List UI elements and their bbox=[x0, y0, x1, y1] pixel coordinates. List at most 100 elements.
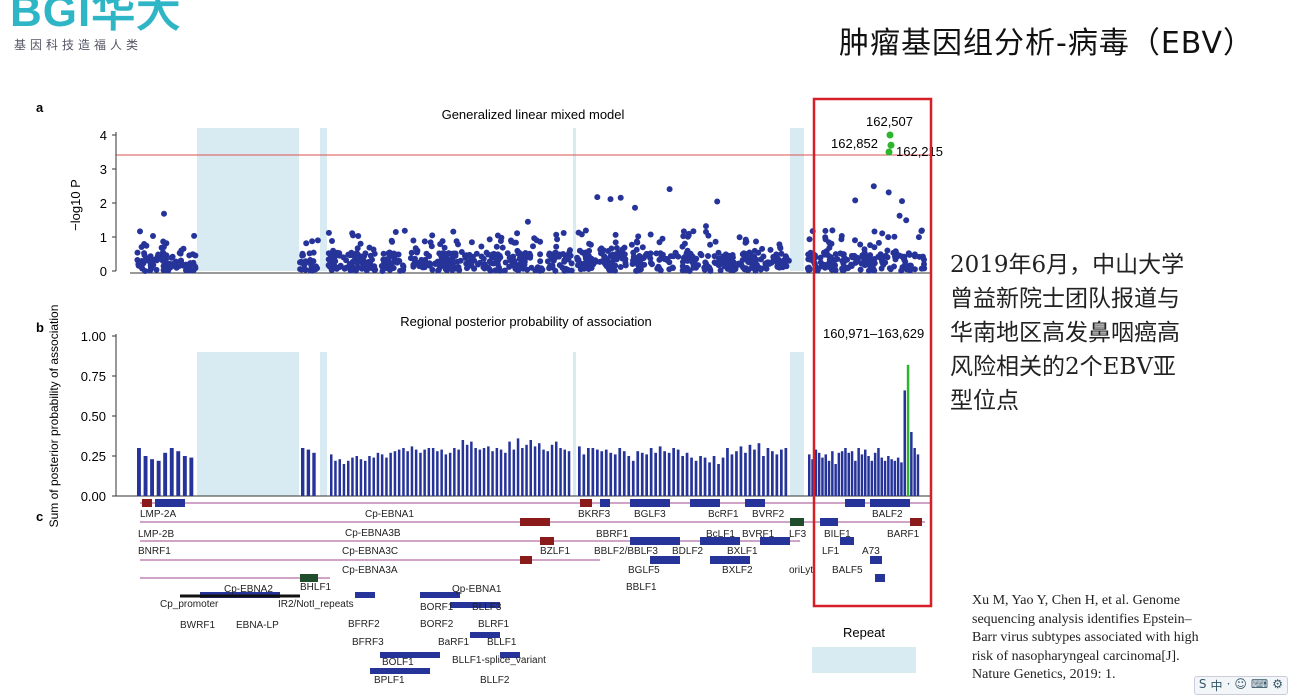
data-point bbox=[606, 267, 613, 274]
data-point bbox=[359, 265, 365, 272]
data-point bbox=[471, 265, 478, 272]
gene-label: BPLF1 bbox=[374, 675, 405, 686]
ppa-bar bbox=[877, 448, 880, 496]
gene-label: BKRF3 bbox=[578, 509, 611, 520]
ppa-bar bbox=[453, 448, 456, 496]
data-point bbox=[552, 267, 559, 274]
ppa-bar bbox=[645, 454, 648, 496]
data-point bbox=[308, 262, 315, 269]
data-point bbox=[390, 265, 397, 271]
data-point bbox=[755, 264, 762, 271]
gene-block bbox=[420, 592, 460, 598]
data-point bbox=[553, 243, 560, 250]
ppa-bar bbox=[546, 451, 549, 496]
ppa-bar bbox=[312, 452, 316, 496]
ppa-bar bbox=[730, 454, 734, 496]
ppa-bar bbox=[137, 448, 141, 496]
shaded-region bbox=[197, 128, 299, 271]
data-point bbox=[389, 238, 396, 245]
gene-block bbox=[500, 652, 520, 658]
ppa-bar bbox=[887, 456, 890, 496]
data-point bbox=[456, 267, 463, 274]
ime-emoji-icon[interactable]: ☺ bbox=[1234, 677, 1247, 691]
data-point bbox=[887, 266, 894, 273]
data-point bbox=[546, 250, 553, 257]
ppa-bar bbox=[355, 456, 358, 496]
ppa-bar bbox=[893, 460, 897, 496]
ppa-bar bbox=[410, 446, 414, 496]
data-point bbox=[715, 262, 722, 269]
ppa-bar bbox=[423, 449, 426, 496]
ppa-bar bbox=[512, 449, 516, 496]
data-point bbox=[441, 253, 448, 260]
data-point bbox=[502, 259, 509, 266]
data-point bbox=[306, 250, 313, 257]
panel-b-shades bbox=[197, 352, 804, 496]
data-point bbox=[822, 236, 829, 243]
data-point bbox=[857, 241, 864, 248]
highlight-label-2: 162,852 bbox=[831, 136, 878, 151]
ime-logo-icon[interactable]: S bbox=[1198, 677, 1207, 691]
gene-block bbox=[870, 556, 882, 564]
ppa-bar bbox=[857, 448, 860, 496]
gene-block bbox=[450, 602, 500, 608]
data-point bbox=[509, 256, 516, 262]
ppa-bar bbox=[744, 452, 747, 496]
gene-label: LF3 bbox=[789, 529, 807, 540]
data-point bbox=[594, 194, 601, 201]
ppa-bar bbox=[847, 452, 850, 496]
data-point bbox=[647, 250, 654, 257]
repeat-label: Repeat bbox=[843, 625, 885, 640]
data-point bbox=[367, 252, 374, 259]
ppa-bar bbox=[860, 454, 864, 496]
data-point bbox=[656, 265, 663, 272]
data-point bbox=[422, 257, 429, 264]
data-point bbox=[298, 258, 304, 265]
data-point bbox=[582, 227, 589, 234]
data-point bbox=[628, 241, 635, 248]
data-point bbox=[727, 267, 734, 274]
ime-punct-icon[interactable]: · bbox=[1226, 677, 1231, 691]
data-point bbox=[871, 256, 878, 262]
ppa-bar bbox=[567, 451, 571, 496]
brand-tagline: 基因科技造福人类 bbox=[14, 38, 143, 52]
ppa-bar bbox=[461, 440, 465, 496]
data-point bbox=[421, 238, 428, 245]
ppa-bar bbox=[658, 446, 662, 496]
gene-block bbox=[845, 499, 865, 507]
data-point bbox=[441, 244, 448, 251]
data-point bbox=[501, 267, 508, 274]
data-point bbox=[693, 264, 699, 271]
data-point bbox=[481, 261, 488, 268]
data-point bbox=[137, 228, 143, 235]
data-point bbox=[621, 251, 628, 258]
data-point bbox=[899, 198, 905, 205]
ime-keyboard-icon[interactable]: ⌨ bbox=[1250, 677, 1269, 691]
data-point bbox=[606, 260, 613, 267]
ppa-bar bbox=[834, 464, 837, 496]
gene-label: Cp_promoter bbox=[160, 599, 219, 610]
ime-settings-icon[interactable]: ⚙ bbox=[1272, 677, 1283, 691]
data-point bbox=[180, 262, 187, 269]
gene-block bbox=[690, 499, 720, 507]
data-point bbox=[666, 186, 673, 193]
ppa-bar bbox=[837, 452, 841, 496]
ppa-bar bbox=[640, 452, 644, 496]
ppa-bar bbox=[301, 448, 305, 496]
gene-label: BARF1 bbox=[887, 529, 920, 540]
data-point bbox=[714, 198, 721, 205]
ime-lang-toggle[interactable]: 中 bbox=[1210, 679, 1223, 693]
data-point bbox=[675, 253, 682, 260]
ime-toolbar[interactable]: S 中 · ☺ ⌨ ⚙ bbox=[1193, 676, 1288, 695]
data-point bbox=[630, 257, 636, 264]
data-point bbox=[747, 251, 754, 258]
data-point bbox=[537, 258, 544, 265]
ppa-bar bbox=[649, 448, 653, 496]
data-point bbox=[911, 251, 918, 258]
ppa-bar bbox=[150, 459, 154, 496]
data-point bbox=[329, 238, 335, 244]
data-point bbox=[753, 238, 759, 245]
data-point bbox=[868, 263, 875, 269]
data-point bbox=[408, 249, 415, 256]
ppa-bar bbox=[529, 440, 532, 496]
